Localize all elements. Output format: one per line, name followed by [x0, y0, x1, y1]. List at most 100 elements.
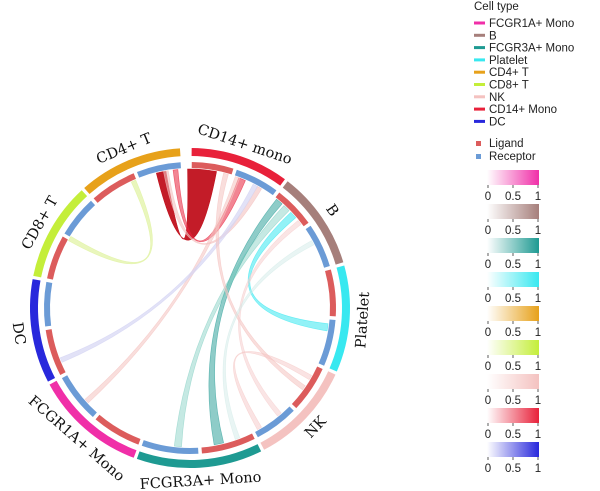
chord-link: [68, 179, 153, 265]
inner-track-segment-receptor: [136, 162, 181, 178]
inner-track-segment-receptor: [64, 200, 96, 237]
chord-link: [59, 183, 258, 363]
inner-track-segment-receptor: [141, 440, 199, 454]
sector-arc-fcgr1a-mono: [49, 380, 137, 458]
chord-link: [233, 351, 312, 430]
sector-ring: [29, 148, 351, 469]
inner-track-segment-receptor: [44, 281, 53, 327]
legend-label: FCGR1A+ Mono: [489, 18, 574, 30]
legend-label: CD14+ Mono: [489, 104, 557, 116]
inner-track-segment-receptor: [255, 406, 294, 438]
sector-arc-platelet: [329, 265, 351, 372]
sector-label: FCGR3A+ Mono: [139, 470, 262, 491]
inner-track-segment-receptor: [318, 319, 336, 366]
color-scale-tick-label: 0.5: [505, 191, 521, 203]
inner-track-segment-ligand: [325, 269, 336, 317]
color-scale-tick-label: 0: [485, 327, 491, 339]
color-scale-tick-label: 1: [535, 463, 541, 475]
color-scale-bar: [487, 238, 539, 253]
color-scale-tick-label: 1: [535, 259, 541, 271]
color-scale-tick-label: 0: [485, 429, 491, 441]
color-scale-tick-label: 0: [485, 225, 491, 237]
color-scale-bar: [487, 340, 539, 355]
legend-dot: [476, 141, 481, 146]
inner-track-segment-ligand: [291, 366, 323, 409]
legend-swatch: [474, 33, 485, 37]
sector-label: Platelet: [353, 291, 373, 349]
color-scale-tick-label: 0: [485, 293, 491, 305]
inner-track-segment-ligand: [275, 192, 309, 227]
legend-color-scales: 0 0.5 1 0 0.5 1 0 0.5 1 0 0.5 1 0 0.5 1 0 0.5 1 0 0.5 1 0 0.5 1…: [485, 170, 541, 475]
chord-link: [222, 240, 315, 440]
legend-title: Cell type: [474, 1, 519, 13]
legend-swatch: [474, 21, 485, 25]
legend-label: Platelet: [489, 55, 528, 67]
legend-swatch: [474, 119, 485, 123]
inner-track-segment-receptor: [305, 225, 330, 268]
chord-link: [173, 205, 290, 448]
legend-swatch: [474, 95, 485, 99]
color-scale-tick-label: 0.5: [505, 293, 521, 305]
inner-track-segment-ligand: [95, 414, 141, 445]
sector-arc-fcgr3a-mono: [136, 444, 262, 469]
chord-link: [215, 172, 306, 391]
color-scale-bar: [487, 442, 539, 457]
sector-arc-cd8-t: [33, 190, 88, 278]
chord-link: [247, 211, 329, 332]
inner-track-segment-receptor: [234, 169, 277, 196]
inner-track-segment-ligand: [93, 173, 136, 203]
chord-link: [208, 198, 283, 446]
color-scale-tick-label: 0: [485, 361, 491, 373]
color-scale-tick-label: 1: [535, 429, 541, 441]
inner-track-segment-ligand: [47, 236, 68, 280]
color-scale-tick-label: 1: [535, 225, 541, 237]
color-scale-tick-label: 1: [535, 395, 541, 407]
color-scale-bar: [487, 272, 539, 287]
legend-swatch: [474, 58, 485, 62]
color-scale-bar: [487, 170, 539, 185]
inner-track-segment-ligand: [45, 329, 66, 375]
links-layer: [59, 168, 329, 448]
legend-label: Ligand: [489, 138, 524, 150]
sector-arc-b: [282, 181, 344, 265]
color-scale-tick-label: 0.5: [505, 225, 521, 237]
color-scale-tick-label: 0: [485, 259, 491, 271]
color-scale-bar: [487, 306, 539, 321]
color-scale-tick-label: 1: [535, 327, 541, 339]
color-scale-tick-label: 0: [485, 191, 491, 203]
color-scale-bar: [487, 204, 539, 219]
sector-label: DC: [9, 321, 28, 346]
color-scale-tick-label: 0.5: [505, 463, 521, 475]
legend-swatch: [474, 46, 485, 50]
color-scale-tick-label: 1: [535, 361, 541, 373]
color-scale-tick-label: 0.5: [505, 327, 521, 339]
legend-label: B: [489, 30, 497, 42]
legend-label: NK: [489, 92, 505, 104]
inner-track-segment-receptor: [61, 375, 97, 418]
legend-dot: [476, 154, 481, 159]
chord-link: [238, 220, 302, 417]
color-scale-bar: [487, 408, 539, 423]
color-scale-tick-label: 0.5: [505, 361, 521, 373]
sector-arc-dc: [29, 279, 56, 382]
sector-label: B: [322, 202, 341, 220]
legend-swatch: [474, 70, 485, 74]
legend-swatch: [474, 83, 485, 86]
inner-track: [44, 162, 336, 454]
color-scale-tick-label: 0.5: [505, 259, 521, 271]
legend-label: DC: [489, 116, 506, 128]
legend-label: CD4+ T: [489, 67, 529, 79]
color-scale-bar: [487, 374, 539, 389]
color-scale-tick-label: 0.5: [505, 429, 521, 441]
color-scale-tick-label: 0: [485, 463, 491, 475]
sector-arc-nk: [260, 371, 336, 450]
legend-label: CD8+ T: [489, 80, 529, 92]
sector-arc-cd4-t: [84, 148, 181, 194]
color-scale-tick-label: 0: [485, 395, 491, 407]
sector-arc-cd14-mono: [191, 148, 285, 186]
color-scale-tick-label: 0.5: [505, 395, 521, 407]
color-scale-tick-label: 1: [535, 191, 541, 203]
